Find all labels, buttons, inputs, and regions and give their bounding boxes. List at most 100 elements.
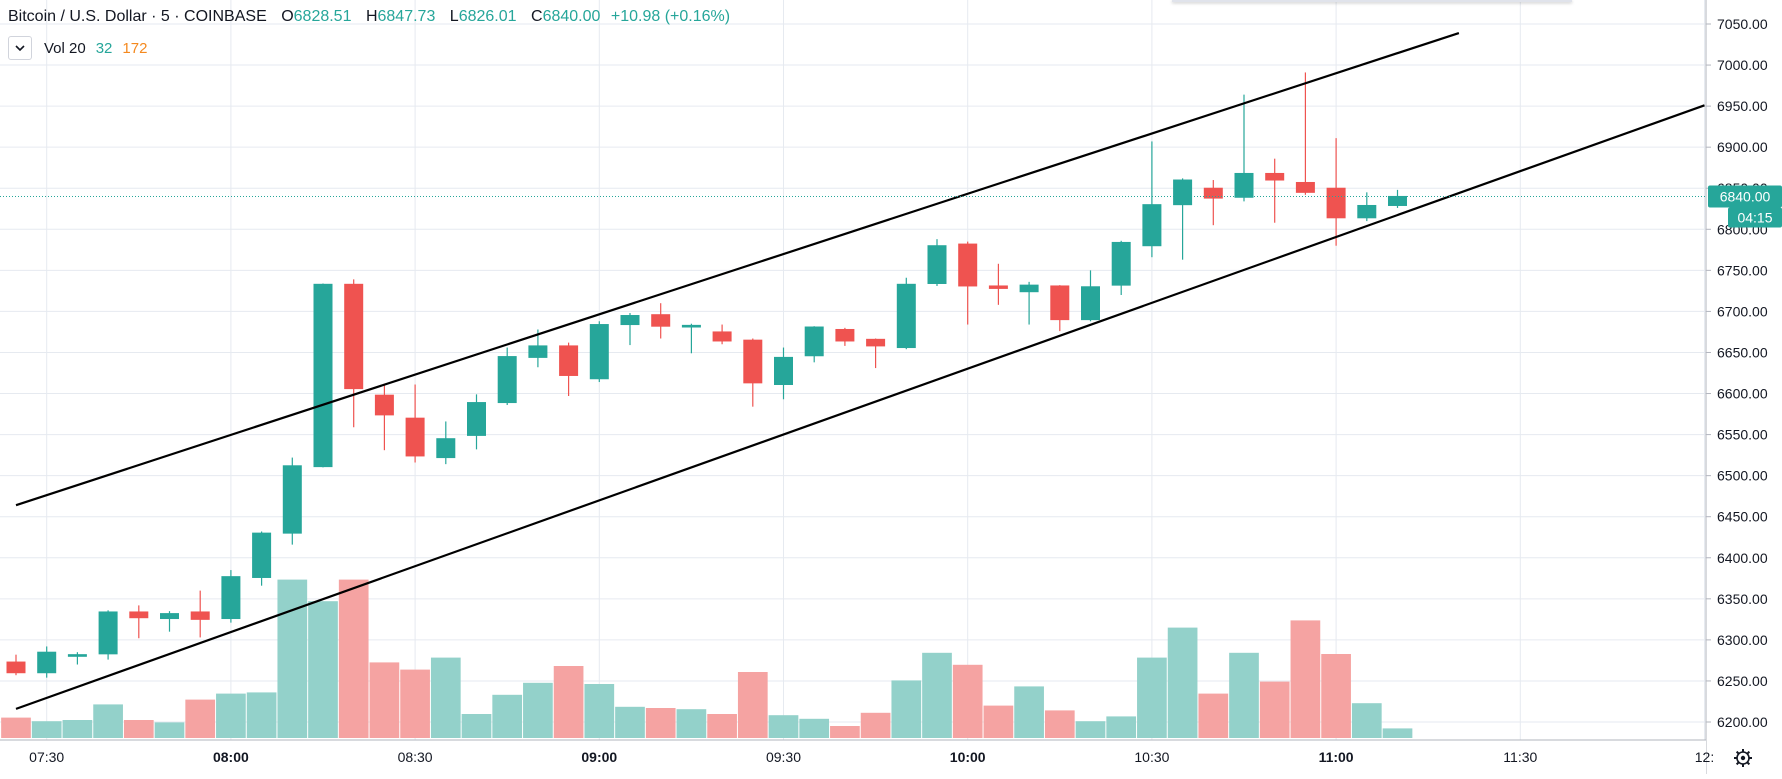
price-tick-label: 6300.00	[1717, 632, 1768, 648]
candle-body[interactable]	[1357, 204, 1377, 219]
candle-body[interactable]	[1081, 286, 1100, 321]
candle-body[interactable]	[988, 285, 1008, 289]
candle-body[interactable]	[1388, 195, 1407, 206]
collapse-legend-button[interactable]	[8, 36, 32, 60]
candle-body[interactable]	[712, 331, 732, 342]
trend-line[interactable]	[15, 31, 1460, 507]
close-label: C	[531, 8, 543, 25]
volume-bar	[1106, 716, 1137, 738]
volume-bar	[922, 652, 952, 738]
volume-bar	[1321, 654, 1351, 738]
candle-body[interactable]	[1265, 172, 1285, 181]
candle-body[interactable]	[927, 245, 947, 284]
candle-body[interactable]	[37, 651, 57, 674]
time-tick-label: 10:00	[950, 749, 986, 765]
price-tick-label: 6650.00	[1717, 344, 1768, 360]
time-tick-label: 08:00	[213, 749, 249, 765]
gear-hub	[1740, 755, 1746, 761]
volume-bar	[338, 579, 369, 738]
open-label: O	[281, 8, 294, 25]
gear-icon[interactable]	[1734, 749, 1752, 767]
low-value: 6826.01	[458, 8, 517, 25]
candle-body[interactable]	[405, 417, 425, 457]
candle-body[interactable]	[1203, 187, 1223, 199]
candle-body[interactable]	[1142, 204, 1162, 247]
close-value: 6840.00	[542, 8, 601, 25]
time-axis-panel[interactable]	[0, 740, 1706, 774]
candle-body[interactable]	[1173, 179, 1193, 206]
price-tick-label: 6900.00	[1717, 139, 1768, 155]
price-axis-panel[interactable]	[1706, 0, 1782, 774]
candle-body[interactable]	[282, 465, 302, 534]
candle-body[interactable]	[774, 356, 793, 385]
candle-body[interactable]	[1019, 284, 1039, 293]
candle-body[interactable]	[374, 394, 394, 416]
volume-bar	[553, 666, 584, 738]
price-tick-label: 6950.00	[1717, 98, 1768, 114]
price-tick-label: 6750.00	[1717, 262, 1768, 278]
volume-bar	[737, 672, 768, 738]
candle-body[interactable]	[559, 345, 579, 376]
candle-body[interactable]	[1050, 285, 1070, 321]
trend-line[interactable]	[15, 104, 1705, 710]
price-tick-label: 6700.00	[1717, 303, 1768, 319]
time-tick-label: 12:	[1695, 749, 1714, 765]
candle-body[interactable]	[620, 315, 640, 326]
price-tick-label: 6600.00	[1717, 386, 1768, 402]
candle-body[interactable]	[1111, 241, 1131, 286]
candle-body[interactable]	[467, 402, 486, 436]
candle-body[interactable]	[958, 243, 978, 287]
candle-body[interactable]	[835, 328, 855, 342]
candle-body[interactable]	[221, 576, 241, 620]
high-label: H	[365, 8, 378, 25]
volume-bar	[246, 692, 277, 738]
volume-bar	[952, 664, 983, 738]
candle-body[interactable]	[589, 324, 609, 380]
price-tick-label: 6250.00	[1717, 673, 1768, 689]
candle-body[interactable]	[1295, 181, 1315, 193]
candle-body[interactable]	[6, 661, 26, 674]
candle-body[interactable]	[651, 314, 671, 327]
volume-label[interactable]: Vol 20	[44, 39, 86, 57]
price-tick-label: 6200.00	[1717, 714, 1768, 730]
volume-bar	[308, 601, 338, 738]
volume-bar	[1137, 657, 1167, 738]
candle-body[interactable]	[1326, 187, 1346, 219]
candle-body[interactable]	[344, 283, 364, 390]
candle-body[interactable]	[129, 611, 149, 619]
volume-bar	[62, 720, 93, 738]
candle-body[interactable]	[866, 338, 886, 347]
volume-bar	[1075, 721, 1106, 738]
symbol-legend: Bitcoin / U.S. Dollar · 5 · COINBASE O 68…	[8, 8, 730, 26]
volume-bar	[1167, 627, 1198, 738]
volume-bar	[891, 680, 922, 738]
volume-bar	[1229, 652, 1259, 738]
time-tick-label: 11:00	[1319, 749, 1354, 765]
volume-legend: Vol 20 32 172	[8, 36, 147, 60]
candle-body[interactable]	[1234, 172, 1254, 198]
candle-body[interactable]	[436, 438, 456, 459]
candle-body[interactable]	[313, 283, 333, 468]
volume-ma-value: 32	[95, 39, 113, 57]
gear-tooth	[1746, 761, 1751, 766]
candle-body[interactable]	[528, 345, 548, 358]
time-tick-label: 09:30	[766, 749, 801, 765]
candle-body[interactable]	[743, 339, 763, 384]
time-tick-label: 10:30	[1134, 749, 1169, 765]
candle-body[interactable]	[497, 356, 517, 404]
candle-body[interactable]	[804, 326, 824, 357]
candle-body[interactable]	[98, 611, 118, 655]
candle-body[interactable]	[190, 611, 210, 620]
price-tick-label: 7050.00	[1717, 16, 1768, 32]
candle-body[interactable]	[252, 532, 272, 578]
symbol-title[interactable]: Bitcoin / U.S. Dollar · 5 · COINBASE	[8, 8, 267, 25]
time-tick-label: 11:30	[1503, 749, 1537, 765]
volume-bar	[584, 684, 615, 738]
candle-body[interactable]	[160, 613, 179, 620]
candle-body[interactable]	[67, 654, 87, 657]
candle-body[interactable]	[896, 283, 916, 349]
candle-body[interactable]	[681, 324, 701, 328]
